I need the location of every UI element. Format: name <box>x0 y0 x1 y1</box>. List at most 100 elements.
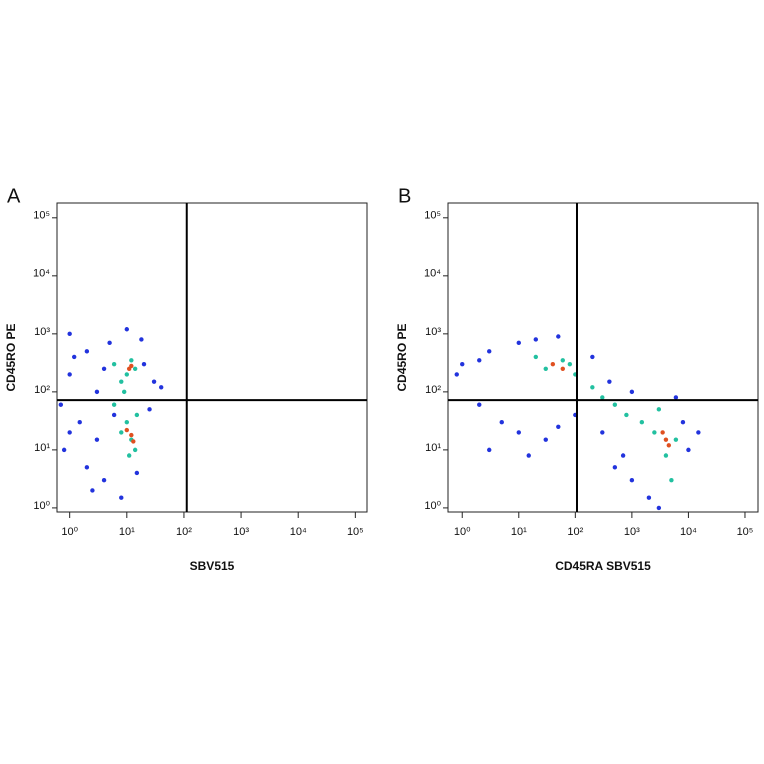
event-dot <box>132 447 138 453</box>
y-axis-label: CD45RO PE <box>4 323 18 391</box>
y-tick-label: 10¹ <box>34 442 50 454</box>
event-dot <box>477 358 482 363</box>
event-dot <box>124 327 130 332</box>
event-dot <box>119 430 124 435</box>
event-dot <box>624 412 629 418</box>
event-dot <box>61 447 67 453</box>
event-dot <box>131 439 136 444</box>
event-dot <box>94 437 100 442</box>
event-dot <box>111 412 117 418</box>
x-tick-label: 10² <box>567 526 583 538</box>
event-dot <box>533 354 539 360</box>
y-tick-label: 10⁵ <box>33 210 50 222</box>
event-dot <box>124 427 130 433</box>
event-dot <box>669 478 674 483</box>
event-dot <box>516 430 521 435</box>
event-dot <box>151 379 157 384</box>
x-tick-label: 10⁵ <box>347 526 364 538</box>
event-dot <box>124 372 130 377</box>
event-dot <box>590 385 595 390</box>
event-dot <box>556 424 561 429</box>
x-tick-label: 10² <box>176 526 192 538</box>
event-dot <box>556 334 561 339</box>
x-tick-label: 10⁴ <box>680 526 697 538</box>
event-dot <box>600 430 605 435</box>
event-dot <box>612 465 618 470</box>
event-dot <box>132 366 138 371</box>
event-dot <box>90 488 95 493</box>
x-tick-label: 10⁵ <box>737 526 754 538</box>
x-tick-label: 10¹ <box>511 526 527 538</box>
event-dot <box>129 363 134 369</box>
event-dot <box>67 430 72 435</box>
event-dot <box>67 331 72 337</box>
event-dot <box>543 437 548 442</box>
event-dot <box>646 495 652 500</box>
event-dot <box>663 437 669 442</box>
event-dot <box>560 358 565 363</box>
event-dot <box>660 430 665 435</box>
event-dot <box>526 453 531 458</box>
event-dot <box>543 366 548 371</box>
y-tick-label: 10⁴ <box>33 268 50 280</box>
event-dot <box>454 372 459 377</box>
event-dot <box>612 402 618 407</box>
event-dot <box>84 465 90 470</box>
event-dot <box>550 361 556 367</box>
event-dot <box>134 412 140 418</box>
event-dot <box>107 340 112 346</box>
y-tick-label: 10⁰ <box>33 500 50 512</box>
panel-label: A <box>7 185 21 207</box>
event-dot <box>119 495 124 500</box>
x-tick-label: 10³ <box>233 526 249 538</box>
event-dot <box>77 420 82 425</box>
y-tick-label: 10⁵ <box>424 210 441 222</box>
event-dot <box>141 361 147 367</box>
event-dot <box>656 407 662 412</box>
event-dot <box>673 437 679 442</box>
event-dot <box>516 340 521 346</box>
event-dot <box>652 430 657 435</box>
event-dot <box>101 478 107 483</box>
event-dot <box>680 420 686 425</box>
event-dot <box>499 420 504 425</box>
event-dot <box>663 453 669 458</box>
event-dot <box>58 402 64 407</box>
y-tick-label: 10² <box>34 384 50 396</box>
event-dot <box>629 478 635 483</box>
event-dot <box>84 349 90 354</box>
x-tick-label: 10⁰ <box>61 526 78 538</box>
event-dot <box>487 349 492 354</box>
x-tick-label: 10⁴ <box>290 526 307 538</box>
y-tick-label: 10² <box>425 384 441 396</box>
plot-frame <box>56 202 368 513</box>
y-tick-label: 10⁴ <box>424 268 441 280</box>
event-dot <box>620 453 626 458</box>
y-tick-label: 10⁰ <box>424 500 441 512</box>
event-dot <box>126 453 132 458</box>
x-tick-label: 10³ <box>624 526 640 538</box>
x-tick-label: 10¹ <box>119 526 135 538</box>
x-axis-label: SBV515 <box>190 559 235 573</box>
event-dot <box>101 366 107 371</box>
plot-frame <box>447 202 759 513</box>
event-dot <box>686 447 691 453</box>
y-axis-label: CD45RO PE <box>395 323 409 391</box>
event-dot <box>139 337 144 342</box>
event-dot <box>94 389 100 395</box>
event-dot <box>67 372 72 377</box>
event-dot <box>129 432 134 438</box>
event-dot <box>567 361 573 367</box>
y-tick-label: 10¹ <box>425 442 441 454</box>
event-dot <box>600 395 605 400</box>
event-dot <box>629 389 635 395</box>
event-dot <box>111 402 117 407</box>
event-dot <box>147 407 152 412</box>
event-dot <box>639 420 645 425</box>
event-dot <box>487 447 492 453</box>
x-tick-label: 10⁰ <box>454 526 471 538</box>
event-dot <box>460 361 465 367</box>
event-dot <box>666 443 672 448</box>
y-tick-label: 10³ <box>34 326 50 338</box>
event-dot <box>607 379 612 384</box>
